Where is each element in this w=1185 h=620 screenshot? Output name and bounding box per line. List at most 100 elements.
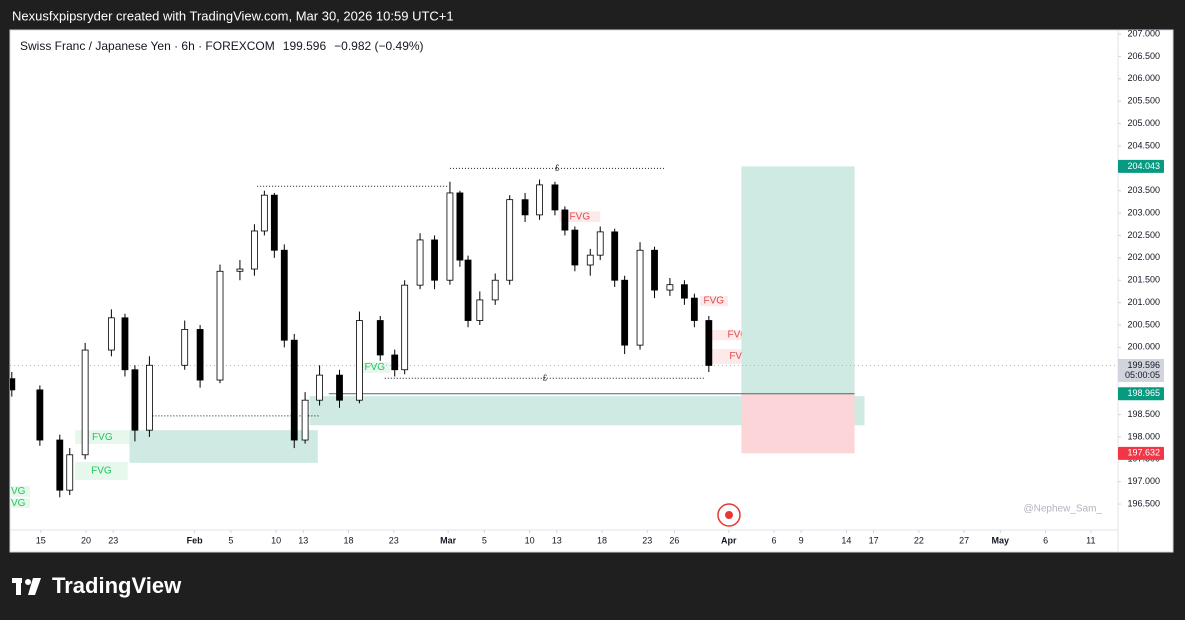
brand: TradingView (52, 573, 182, 598)
candle-body (336, 374, 343, 401)
y-tick-label: 202.500 (1127, 230, 1160, 240)
y-tick-label: 201.500 (1127, 275, 1160, 285)
candle-body (36, 389, 44, 441)
candle-body (596, 231, 604, 256)
candle-body (621, 279, 629, 346)
header-price: 199.596 (283, 39, 327, 53)
candle-body (10, 378, 16, 391)
candle-body (536, 184, 543, 216)
x-tick-label: 5 (482, 535, 487, 545)
y-tick-label: 204.500 (1127, 140, 1160, 150)
watermark: @Nephew_Sam_ (1023, 504, 1102, 515)
x-tick-label: 23 (389, 535, 399, 545)
candle-body (66, 454, 74, 491)
zone-label: FVG (728, 330, 749, 341)
y-tick-label: 205.000 (1127, 118, 1160, 128)
record-icon[interactable] (717, 503, 741, 527)
zone-label: VG (11, 486, 26, 497)
chart-title: Swiss Franc / Japanese Yen · 6h · FOREXC… (20, 39, 424, 53)
x-tick-label: 14 (841, 535, 851, 545)
candle-body (107, 317, 115, 351)
countdown: 05:00:05 (1125, 370, 1160, 380)
y-tick-label: 207.000 (1127, 28, 1160, 38)
candle-body (705, 320, 713, 366)
stop-tag: 197.632 (1127, 448, 1160, 458)
candle-body (506, 199, 514, 281)
candle-body (216, 270, 224, 381)
candle-body (491, 279, 499, 301)
y-tick-label: 206.000 (1127, 73, 1160, 83)
candle-body (446, 192, 454, 281)
candle-body (680, 284, 688, 299)
candle-body (146, 364, 153, 431)
x-tick-label: Mar (440, 535, 457, 545)
candle-body (611, 231, 619, 281)
x-tick-label: 10 (525, 535, 535, 545)
brand-logo (12, 578, 41, 595)
top-caption: Nexusfxpipsryder created with TradingVie… (12, 8, 454, 23)
candle-body (690, 297, 698, 321)
y-tick-label: 197.000 (1127, 476, 1160, 486)
candle-body (651, 249, 658, 291)
title-text: Swiss Franc / Japanese Yen · 6h · FOREXC… (20, 39, 275, 53)
candle-body (476, 299, 484, 321)
zone (359, 362, 391, 373)
y-tick-label: 196.500 (1127, 498, 1160, 508)
y-tick-label: 200.000 (1127, 342, 1160, 352)
candle-body (81, 349, 89, 456)
target-tag-bg (1118, 159, 1164, 173)
entry-tag: 198.965 (1127, 388, 1160, 398)
x-tick-label: 17 (869, 535, 879, 545)
candle-body (521, 199, 529, 216)
x-tick-label: 18 (344, 535, 354, 545)
position-profit (741, 166, 855, 394)
y-tick-label: 198.500 (1127, 409, 1160, 419)
candle-body (571, 229, 579, 266)
x-tick-label: May (992, 535, 1010, 545)
y-tick-label: 203.500 (1127, 185, 1160, 195)
zone (75, 430, 130, 445)
candle-body (56, 439, 64, 491)
y-tick-label: 205.500 (1127, 96, 1160, 106)
candle-body (270, 194, 278, 251)
zone-label: FVG (704, 296, 725, 307)
candle-body (131, 369, 139, 431)
candle-body (181, 329, 189, 366)
candle-body (251, 230, 258, 270)
target-tag: 204.043 (1127, 161, 1160, 171)
candle-body (260, 194, 268, 232)
candle-body (196, 329, 204, 381)
candle-body (636, 249, 644, 346)
y-tick-label: 202.000 (1127, 252, 1160, 262)
candle-body (551, 184, 559, 211)
chart-panel (9, 29, 1174, 553)
last-price-tag: 199.596 (1127, 360, 1160, 370)
candle-body (121, 317, 129, 371)
zone (699, 295, 728, 307)
y-tick-label: 201.000 (1127, 297, 1160, 307)
position-loss (741, 393, 855, 454)
zone-label: FVG (365, 362, 386, 373)
x-tick-label: 23 (108, 535, 118, 545)
x-tick-label: Apr (721, 535, 737, 545)
x-tick-label: 11 (1086, 535, 1095, 545)
zone (10, 486, 30, 497)
x-tick-label: 13 (552, 535, 562, 545)
candle-body (416, 239, 424, 286)
y-tick-label: 206.500 (1127, 51, 1160, 61)
y-tick-label: 198.000 (1127, 431, 1160, 441)
last-price-bg (1118, 358, 1164, 382)
y-tick-label: 200.500 (1127, 319, 1160, 329)
candle-body (666, 284, 674, 291)
candle-body (431, 239, 438, 281)
level-marker: £ (543, 373, 548, 382)
zone-label: VG (11, 498, 26, 509)
entry-tag-bg (1118, 387, 1164, 401)
x-tick-label: 15 (36, 535, 46, 545)
candle-body (236, 268, 244, 272)
candle-body (586, 254, 594, 266)
level-marker: £ (555, 163, 560, 172)
